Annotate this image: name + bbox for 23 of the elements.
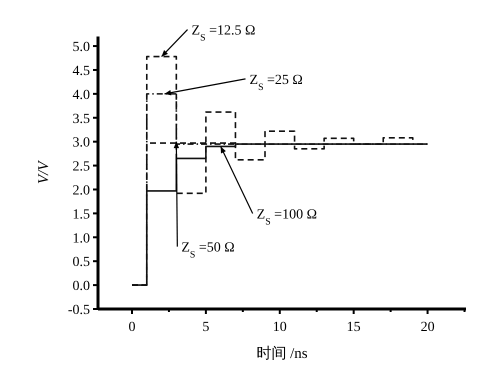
x-axis-title: 时间 /ns [256,345,308,362]
y-tick-label: 3.0 [72,136,90,151]
y-tick-label: 4.5 [72,64,90,79]
y-tick-label: 2.5 [72,160,90,175]
annotation: Z$_{S}$ =50 Ω [181,240,235,260]
y-tick-label: 0.5 [72,255,90,270]
x-tick-label: 0 [128,320,136,335]
y-tick-label: 1.0 [72,231,90,246]
annotation: Z$_{S}$ =100 Ω [256,207,317,227]
y-tick-label: 4.0 [72,88,90,103]
x-tick-label: 10 [272,320,287,335]
y-tick-label: -0.5 [68,303,90,318]
y-tick-label: 3.5 [72,112,90,127]
y-tick-label: 0.0 [72,279,90,294]
y-axis-title: V/V [36,160,52,184]
x-tick-label: 5 [202,320,210,335]
x-tick-label: 15 [346,320,361,335]
annotation: Z$_{S}$ =25 Ω [250,72,303,92]
y-tick-label: 2.0 [72,183,90,198]
x-tick-label: 20 [420,320,435,335]
y-tick-label: 5.0 [72,40,90,56]
y-tick-label: 1.5 [72,207,90,222]
annotation: Z$_{S}$ =12.5 Ω [192,24,256,44]
